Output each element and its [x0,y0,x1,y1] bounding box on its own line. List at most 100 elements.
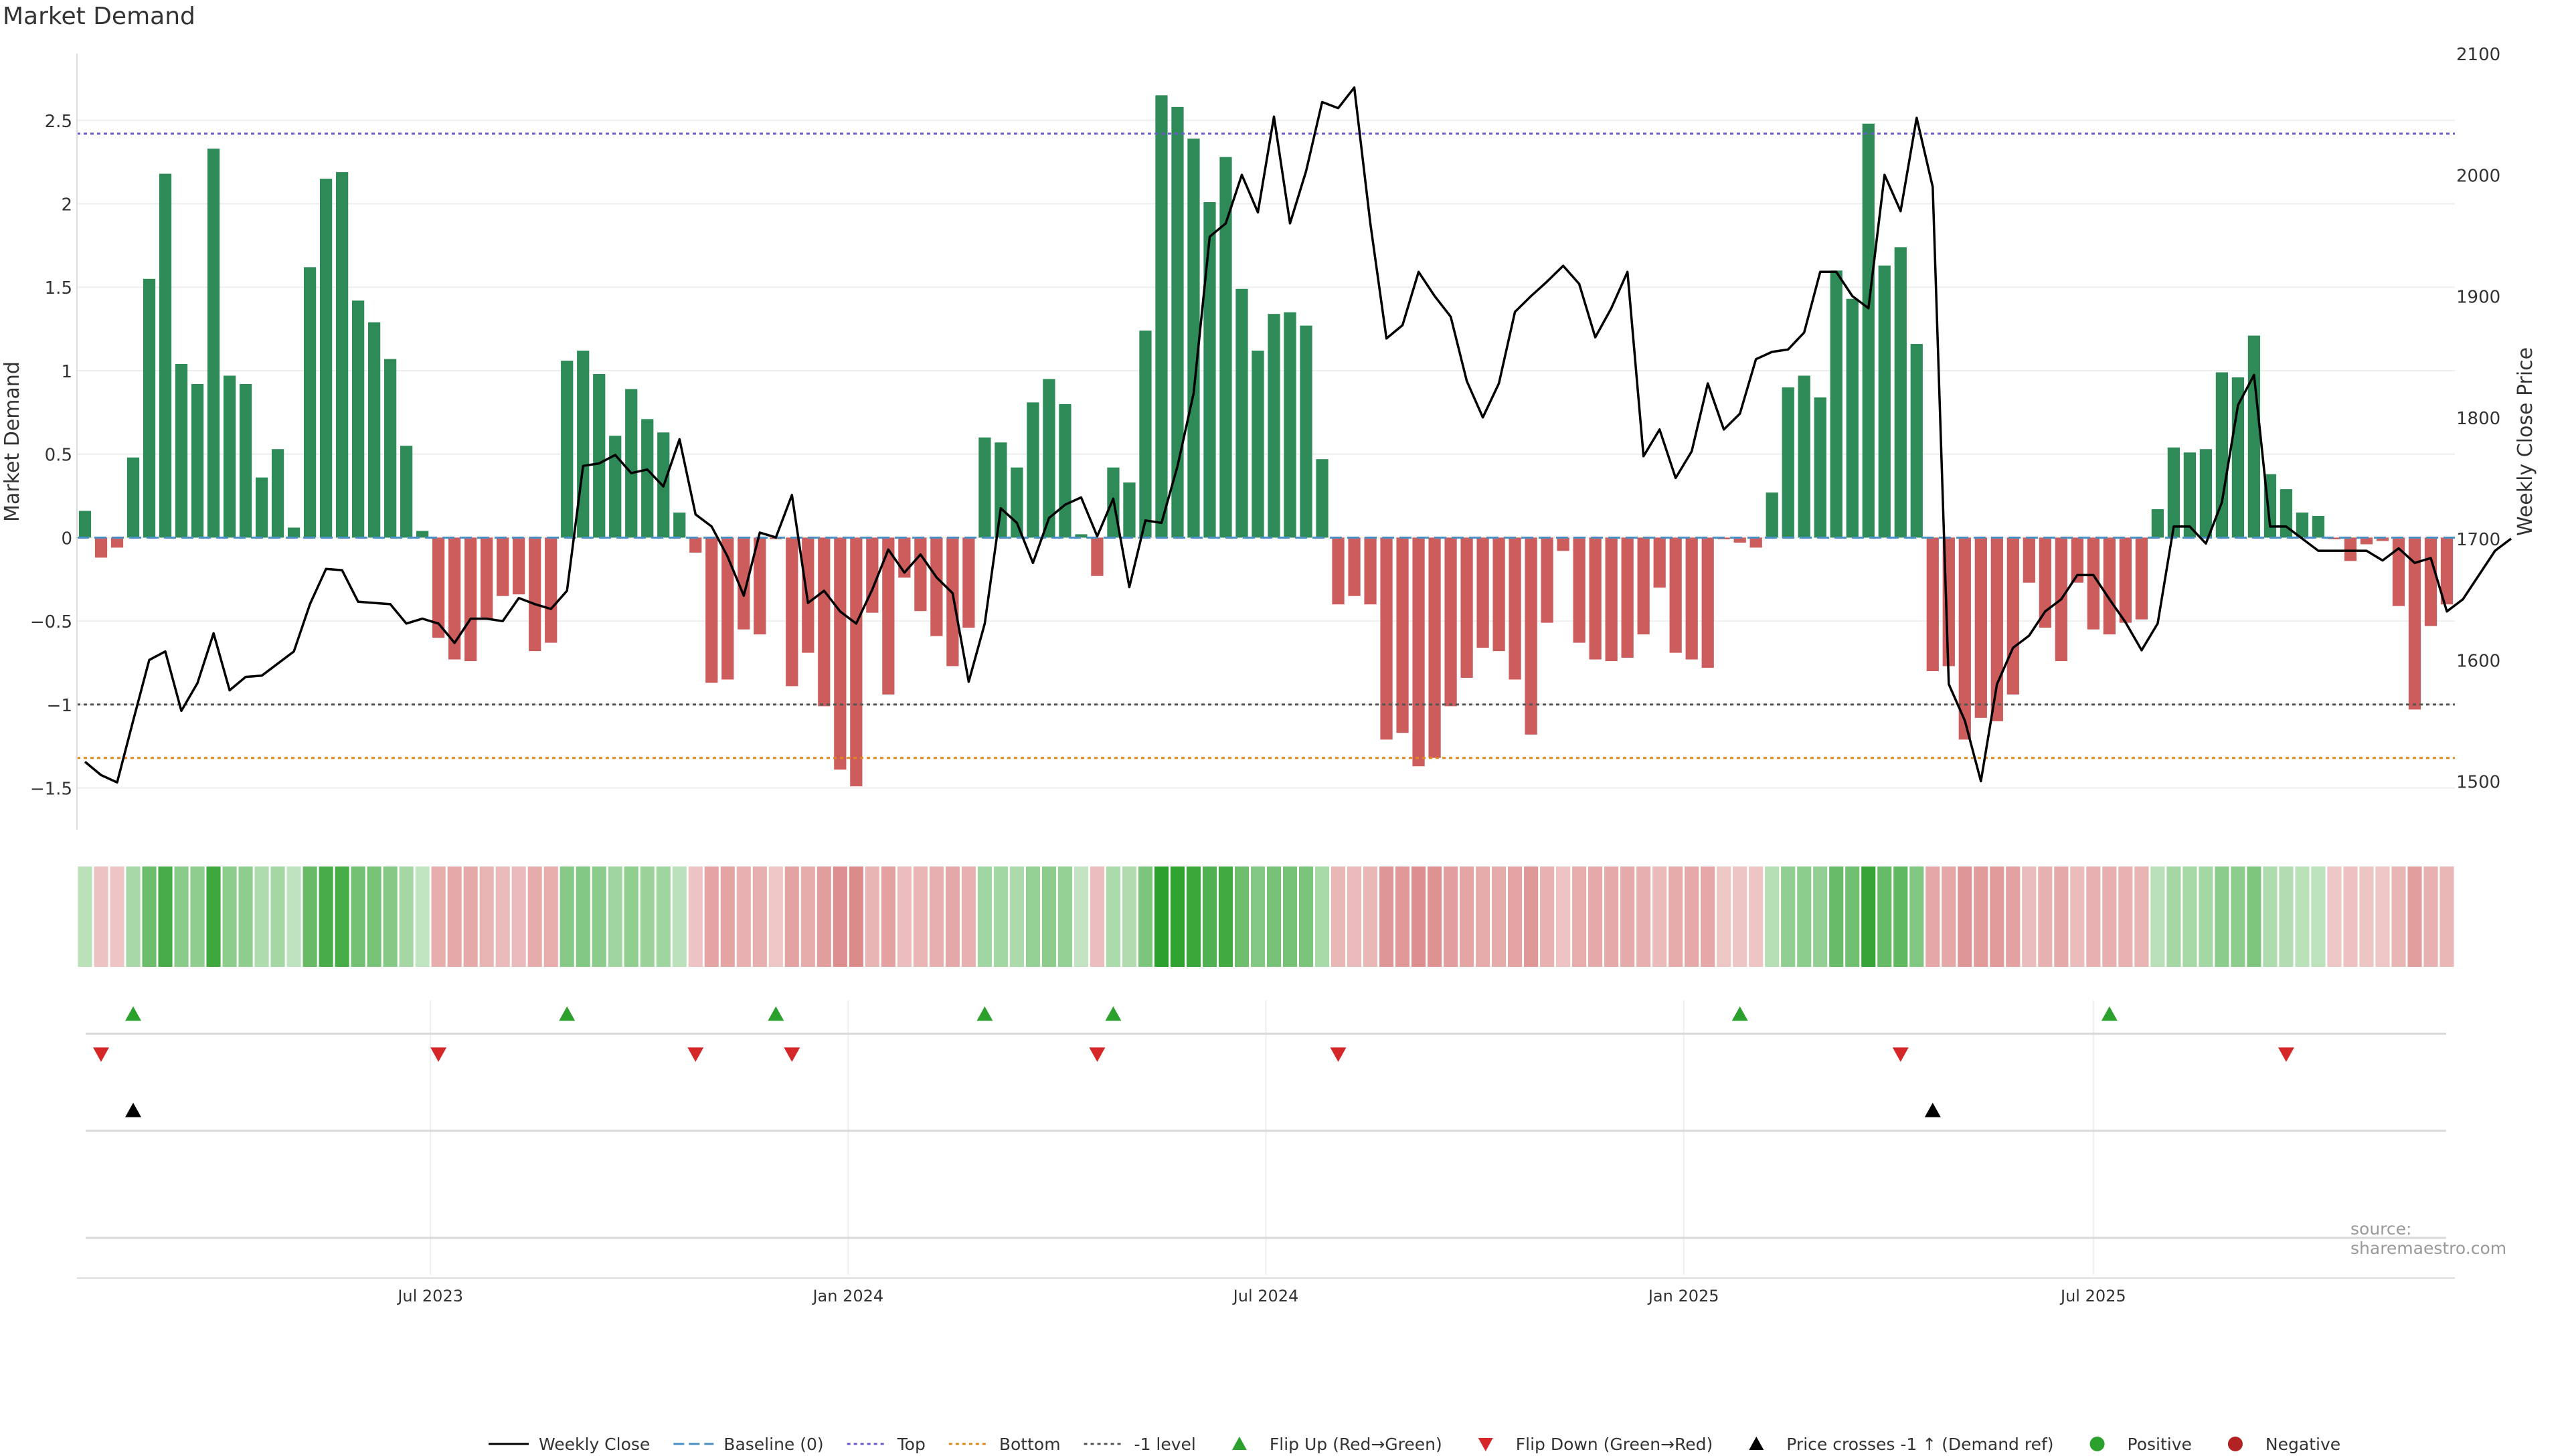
heat-cell [2279,867,2294,967]
heat-cell [784,867,799,967]
heat-cell [1138,867,1153,967]
demand-bar [2328,537,2341,539]
demand-bar [2103,537,2116,635]
heatmap-strip [78,867,2454,967]
heat-cell [1122,867,1137,967]
legend-item: Negative [2227,1435,2340,1454]
demand-bar [2199,449,2213,538]
flip-up-marker [976,1006,993,1021]
demand-bar [754,537,766,635]
heat-cell [1057,867,1072,967]
demand-bar [1460,537,1473,678]
y-tick-label: 2.5 [45,112,72,132]
heat-cell [1090,867,1104,967]
flip-up-marker [768,1006,784,1021]
legend-item: Positive [2089,1435,2192,1454]
demand-bar [1685,537,1698,660]
demand-bar [1011,467,1023,538]
legend-item: Flip Down (Green→Red) [1478,1435,1713,1454]
demand-bar [1878,265,1891,538]
demand-bar [448,537,461,660]
demand-bar [416,531,429,538]
heat-cell [2102,867,2117,967]
heat-cell [768,867,783,967]
heat-cell [447,867,462,967]
demand-bar [400,446,413,538]
y-tick-label: 0.5 [45,446,72,466]
demand-bar [1798,375,1810,538]
y-tick-label: 1.5 [45,278,72,298]
demand-bar [2006,537,2019,695]
heat-cell [1170,867,1185,967]
legend-swatch [2089,1437,2105,1451]
flip-down-marker [430,1047,447,1062]
heat-cell [1331,867,1346,967]
heat-cell [1314,867,1330,967]
demand-bar [78,511,92,538]
demand-bar [1059,403,1072,538]
legend-item: Baseline (0) [673,1435,824,1454]
demand-bar [1605,537,1618,662]
demand-bar [207,149,220,538]
heat-cell [592,867,606,967]
flip-down-marker [1892,1047,1909,1062]
heat-cell [929,867,944,967]
heat-cell [1974,867,1988,967]
heat-cell [624,867,638,967]
demand-bar [481,537,493,620]
heat-cell [2166,867,2181,967]
heat-cell [2247,867,2261,967]
heat-cell [961,867,976,967]
demand-bar [2183,452,2197,538]
flip-down-marker [93,1047,110,1062]
heat-cell [977,867,992,967]
heat-cell [2391,867,2406,967]
demand-bar [545,537,558,643]
demand-bar [1043,379,1055,538]
demand-bar [1476,537,1489,648]
heat-cell [1556,867,1571,967]
legend-label: Bottom [999,1435,1061,1454]
demand-bar [1428,537,1441,758]
heat-cell [640,867,655,967]
legend-item: Price crosses -1 ↑ (Demand ref) [1749,1435,2054,1454]
heat-cell [945,867,960,967]
heat-cell [2439,867,2454,967]
legend-item: Flip Up (Red→Green) [1231,1435,1442,1454]
demand-bar [175,364,188,538]
demand-bar [1589,537,1602,660]
demand-bar [1444,537,1457,707]
demand-bar [1525,537,1537,735]
heat-cell [222,867,237,967]
flip-down-marker [1330,1047,1347,1062]
demand-bar [609,436,622,538]
flip-down-marker [2278,1047,2294,1062]
legend-label: Flip Up (Red→Green) [1270,1435,1442,1454]
demand-bar [641,419,654,538]
demand-bar [1284,312,1296,538]
demand-bar [1557,537,1569,551]
demand-bar [351,300,365,538]
heat-cell [2118,867,2133,967]
x-tick-label: Jul 2025 [2059,1287,2126,1305]
weekly-close-line [84,86,2512,784]
heat-cell [1266,867,1282,967]
heat-cell [704,867,719,967]
demand-bar [2231,377,2245,538]
axes: −1.5 −1 −0.5 0 0.5 1 1.5 2 2.5 1500 1600 1700 1800 19… [1,45,2537,1305]
demand-bar [2312,516,2325,538]
flip-down-marker [1089,1047,1106,1062]
heat-cell [560,867,574,967]
demand-bar [1139,331,1152,538]
legend-label: Weekly Close [539,1435,650,1454]
demand-bar [1252,351,1264,538]
demand-bar [2440,537,2454,605]
heat-cell [1668,867,1683,967]
heat-cell [270,867,285,967]
x-tick-label: Jul 2024 [1232,1287,1299,1305]
x-tick-label: Jan 2025 [1647,1287,1719,1305]
heat-cell [1877,867,1892,967]
heat-cell [2407,867,2422,967]
demand-bar [319,179,333,538]
